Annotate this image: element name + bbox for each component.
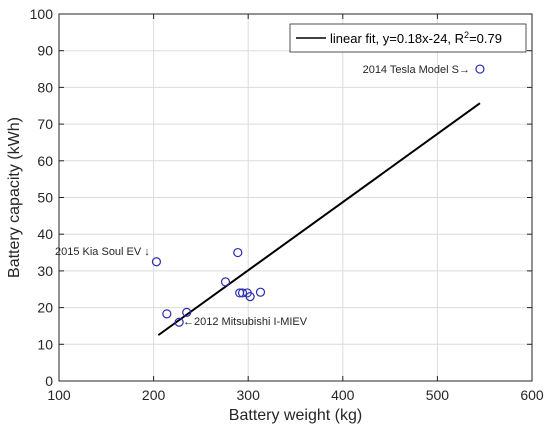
y-tick-label: 0 <box>45 373 53 389</box>
ticks: 100 200 300 400 500 600 0 10 20 30 40 50 60 70 80 90 100 <box>30 6 544 403</box>
data-point <box>233 247 243 258</box>
y-tick-label: 60 <box>37 153 53 169</box>
legend-box <box>289 23 527 53</box>
data-point <box>182 307 192 317</box>
y-tick-label: 50 <box>37 190 53 206</box>
data-point <box>237 288 248 298</box>
y-tick-label: 30 <box>37 263 53 279</box>
x-axis-label: Battery weight (kg) <box>229 407 362 424</box>
data-points <box>151 64 485 327</box>
data-point <box>475 64 485 74</box>
legend: linear fit, y=0.18x-24, R2=0.79 <box>289 23 527 53</box>
x-tick-label: 300 <box>237 387 261 403</box>
data-point <box>162 309 172 319</box>
y-tick-label: 90 <box>37 43 53 59</box>
data-point <box>174 317 184 327</box>
y-tick-label: 100 <box>30 6 54 22</box>
y-tick-label: 10 <box>37 336 53 352</box>
data-point <box>220 277 231 287</box>
annotation-mitsubishi: ←2012 Mitsubishi I-MIEV <box>183 316 308 328</box>
x-tick-label: 600 <box>520 387 544 403</box>
fit-line-group <box>157 102 481 336</box>
y-tick-label: 40 <box>37 226 53 242</box>
legend-label-sup: 2 <box>464 30 469 40</box>
y-tick-label: 20 <box>37 300 53 316</box>
y-tick-label: 80 <box>37 79 53 95</box>
legend-label: linear fit, y=0.18x-24, R2=0.79 <box>330 30 502 46</box>
data-point <box>245 291 255 302</box>
annotation-kia: 2015 Kia Soul EV ↓ <box>55 246 150 258</box>
x-tick-label: 200 <box>142 387 166 403</box>
grid <box>58 13 533 382</box>
data-point <box>255 287 266 297</box>
y-axis-label: Battery capacity (kWh) <box>6 117 23 278</box>
x-tick-label: 500 <box>426 387 450 403</box>
legend-label-suffix: =0.79 <box>469 31 502 46</box>
annotation-tesla: 2014 Tesla Model S→ <box>363 64 470 76</box>
fit-line <box>157 102 481 336</box>
x-tick-label: 400 <box>331 387 355 403</box>
y-tick-label: 70 <box>37 116 53 132</box>
data-point <box>151 257 162 267</box>
x-tick-label: 100 <box>47 387 71 403</box>
legend-label-prefix: linear fit, y=0.18x-24, R <box>330 31 464 46</box>
